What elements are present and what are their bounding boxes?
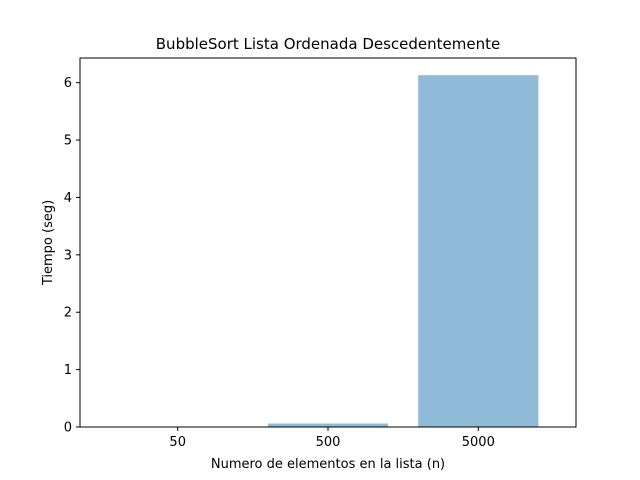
y-tick-label-4: 4 xyxy=(64,191,72,206)
bar-5000 xyxy=(418,75,539,427)
bar-500 xyxy=(267,423,389,427)
y-axis: 0 1 2 3 4 5 6 xyxy=(64,76,80,436)
y-tick-label-2: 2 xyxy=(64,306,72,321)
y-axis-label: Tiempo (seg) xyxy=(41,200,56,286)
x-axis-label: Numero de elementos en la lista (n) xyxy=(211,457,445,472)
x-axis: 50 500 5000 xyxy=(169,427,495,450)
y-tick-label-6: 6 xyxy=(64,76,72,91)
chart-title: BubbleSort Lista Ordenada Descedentement… xyxy=(156,35,500,53)
y-tick-label-1: 1 xyxy=(64,363,72,378)
x-tick-label-5000: 5000 xyxy=(462,435,495,450)
y-tick-label-0: 0 xyxy=(64,421,72,436)
x-tick-label-50: 50 xyxy=(169,435,186,450)
plot-area xyxy=(117,75,539,427)
y-tick-label-5: 5 xyxy=(64,134,72,149)
y-tick-label-3: 3 xyxy=(64,248,72,263)
x-tick-label-500: 500 xyxy=(316,435,341,450)
